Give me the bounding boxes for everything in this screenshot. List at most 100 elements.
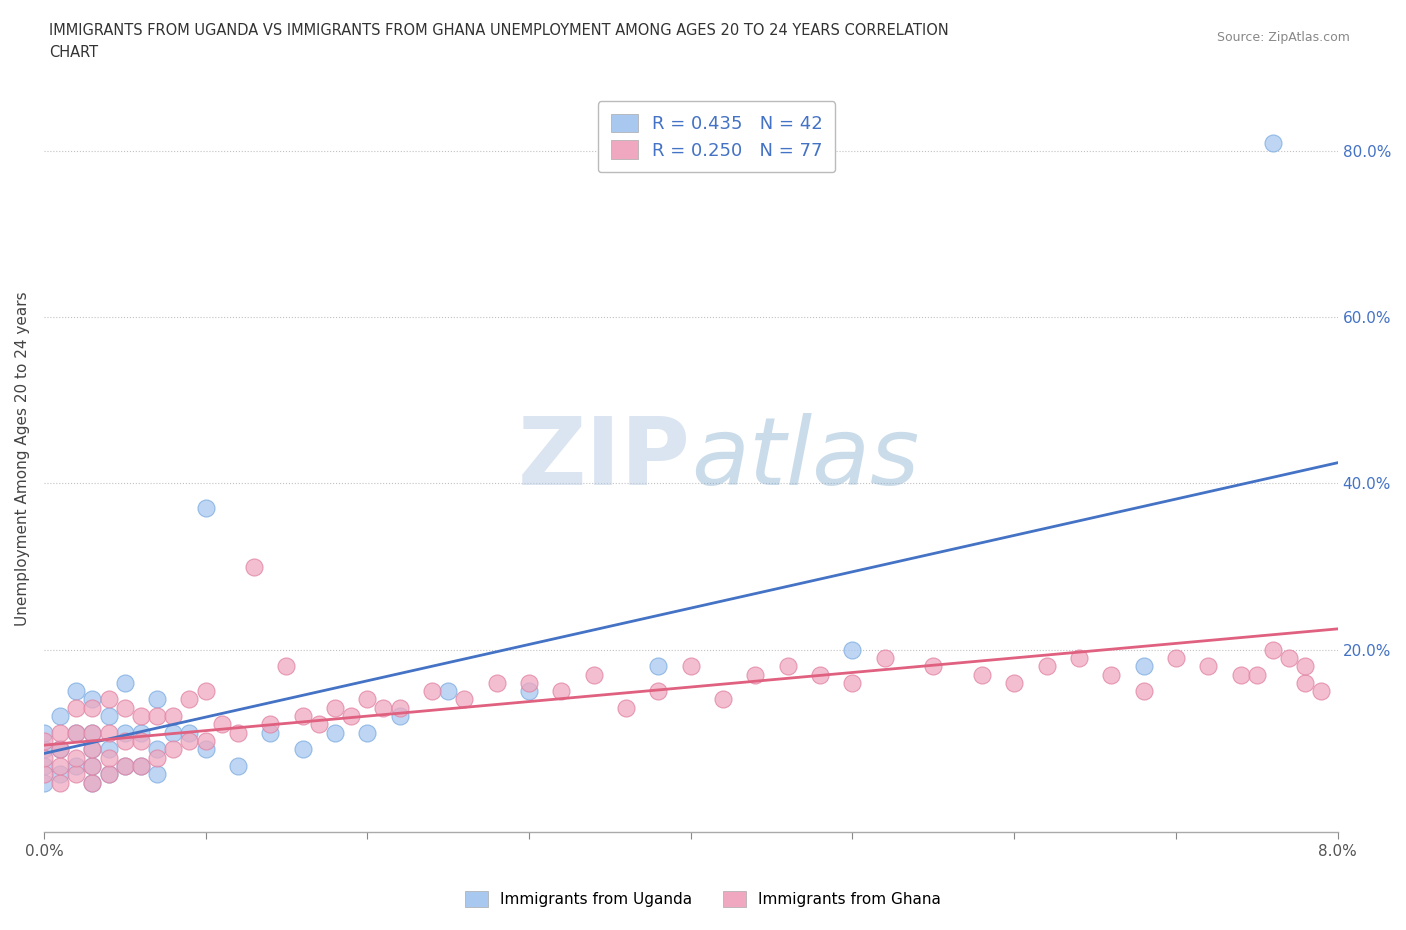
Point bbox=[194, 501, 217, 516]
Point bbox=[711, 692, 734, 707]
Point bbox=[65, 725, 87, 740]
Point bbox=[259, 717, 281, 732]
Point bbox=[1229, 667, 1251, 682]
Point bbox=[744, 667, 766, 682]
Point bbox=[32, 734, 55, 749]
Point bbox=[162, 709, 184, 724]
Point bbox=[808, 667, 831, 682]
Point bbox=[129, 734, 152, 749]
Point bbox=[194, 684, 217, 698]
Point bbox=[647, 658, 669, 673]
Point bbox=[49, 709, 72, 724]
Point bbox=[550, 684, 572, 698]
Point bbox=[776, 658, 799, 673]
Point bbox=[146, 751, 169, 765]
Point bbox=[1164, 650, 1187, 665]
Point bbox=[82, 759, 104, 774]
Point bbox=[32, 767, 55, 782]
Point bbox=[1261, 643, 1284, 658]
Point bbox=[65, 759, 87, 774]
Point bbox=[162, 742, 184, 757]
Point bbox=[65, 767, 87, 782]
Point bbox=[129, 709, 152, 724]
Point bbox=[1067, 650, 1090, 665]
Point bbox=[1294, 675, 1316, 690]
Point bbox=[49, 767, 72, 782]
Point bbox=[1002, 675, 1025, 690]
Point bbox=[340, 709, 363, 724]
Point bbox=[1197, 658, 1219, 673]
Legend: R = 0.435   N = 42, R = 0.250   N = 77: R = 0.435 N = 42, R = 0.250 N = 77 bbox=[598, 101, 835, 172]
Point bbox=[146, 709, 169, 724]
Point bbox=[32, 742, 55, 757]
Point bbox=[388, 709, 411, 724]
Point bbox=[32, 751, 55, 765]
Point bbox=[485, 675, 508, 690]
Point bbox=[82, 700, 104, 715]
Text: Source: ZipAtlas.com: Source: ZipAtlas.com bbox=[1216, 31, 1350, 44]
Point bbox=[276, 658, 298, 673]
Point bbox=[97, 767, 120, 782]
Point bbox=[259, 725, 281, 740]
Point bbox=[179, 725, 201, 740]
Point bbox=[453, 692, 475, 707]
Point bbox=[114, 759, 136, 774]
Point bbox=[82, 759, 104, 774]
Point bbox=[226, 725, 249, 740]
Point bbox=[1310, 684, 1333, 698]
Point bbox=[129, 725, 152, 740]
Point bbox=[114, 759, 136, 774]
Point bbox=[179, 692, 201, 707]
Legend: Immigrants from Uganda, Immigrants from Ghana: Immigrants from Uganda, Immigrants from … bbox=[458, 884, 948, 913]
Point bbox=[97, 725, 120, 740]
Point bbox=[82, 742, 104, 757]
Point bbox=[32, 775, 55, 790]
Point bbox=[194, 734, 217, 749]
Point bbox=[114, 734, 136, 749]
Point bbox=[82, 725, 104, 740]
Point bbox=[226, 759, 249, 774]
Point bbox=[82, 692, 104, 707]
Point bbox=[873, 650, 896, 665]
Point bbox=[32, 725, 55, 740]
Point bbox=[388, 700, 411, 715]
Point bbox=[49, 725, 72, 740]
Point bbox=[291, 742, 314, 757]
Point bbox=[65, 700, 87, 715]
Point bbox=[97, 767, 120, 782]
Point bbox=[114, 725, 136, 740]
Point bbox=[1278, 650, 1301, 665]
Point bbox=[420, 684, 443, 698]
Point bbox=[129, 759, 152, 774]
Point bbox=[97, 742, 120, 757]
Point bbox=[1294, 658, 1316, 673]
Point bbox=[1099, 667, 1122, 682]
Point bbox=[647, 684, 669, 698]
Point bbox=[614, 700, 637, 715]
Point bbox=[49, 742, 72, 757]
Point bbox=[291, 709, 314, 724]
Point bbox=[323, 700, 346, 715]
Point bbox=[65, 725, 87, 740]
Point bbox=[841, 675, 863, 690]
Point bbox=[49, 759, 72, 774]
Point bbox=[1261, 136, 1284, 151]
Point bbox=[1132, 684, 1154, 698]
Point bbox=[356, 692, 378, 707]
Point bbox=[373, 700, 395, 715]
Point bbox=[114, 700, 136, 715]
Point bbox=[323, 725, 346, 740]
Point bbox=[82, 775, 104, 790]
Point bbox=[243, 559, 266, 574]
Point bbox=[841, 643, 863, 658]
Point bbox=[32, 759, 55, 774]
Point bbox=[82, 725, 104, 740]
Point bbox=[517, 684, 540, 698]
Point bbox=[114, 675, 136, 690]
Point bbox=[517, 675, 540, 690]
Text: IMMIGRANTS FROM UGANDA VS IMMIGRANTS FROM GHANA UNEMPLOYMENT AMONG AGES 20 TO 24: IMMIGRANTS FROM UGANDA VS IMMIGRANTS FRO… bbox=[49, 23, 949, 38]
Point bbox=[82, 775, 104, 790]
Text: CHART: CHART bbox=[49, 45, 98, 60]
Point bbox=[1246, 667, 1268, 682]
Point bbox=[1035, 658, 1057, 673]
